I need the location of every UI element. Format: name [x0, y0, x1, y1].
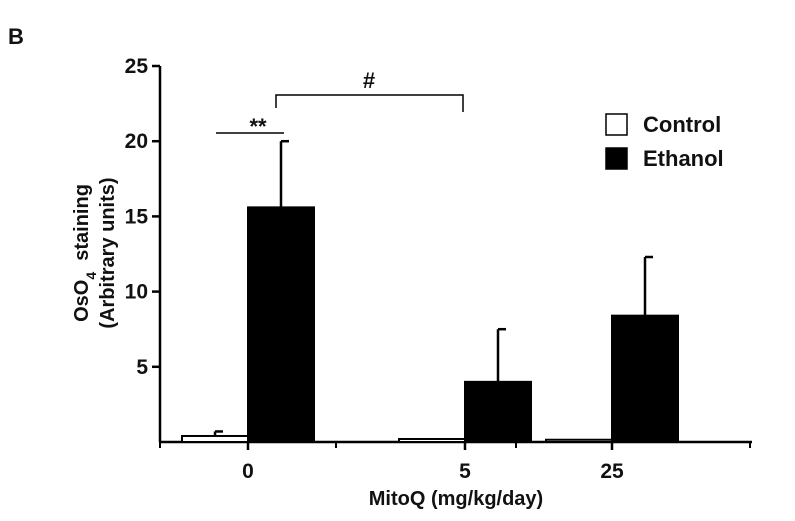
- x-axis-title: MitoQ (mg/kg/day): [369, 488, 543, 510]
- svg-text:OsO4 staining: OsO4 staining: [71, 184, 99, 322]
- bar-control-25: [545, 438, 613, 443]
- bar-control-0: [181, 434, 249, 444]
- legend: Control Ethanol: [605, 112, 724, 171]
- y-tick-label-15: 15: [125, 205, 149, 228]
- y-axis-title-prefix: OsO: [71, 280, 93, 322]
- legend-swatch-ethanol: [605, 147, 628, 170]
- legend-label-ethanol: Ethanol: [643, 146, 724, 171]
- panel-label: B: [8, 24, 24, 49]
- y-tick-label-5: 5: [136, 356, 148, 379]
- bars: [181, 206, 679, 444]
- y-axis-title-subscript: 4: [83, 272, 99, 280]
- x-tick-label-25: 25: [600, 460, 624, 483]
- legend-label-control: Control: [643, 112, 721, 137]
- significance-annotations: ** #: [216, 68, 464, 139]
- bar-control-5: [398, 437, 466, 444]
- y-tick-label-10: 10: [125, 281, 148, 304]
- y-axis-title-suffix: staining: [71, 184, 93, 272]
- bar-ethanol-25: [611, 314, 679, 443]
- significance-label-1: **: [249, 114, 267, 139]
- legend-swatch-control: [605, 113, 628, 136]
- y-axis-title-line2: (Arbitrary units): [97, 177, 119, 328]
- bar-ethanol-5: [464, 380, 532, 443]
- y-tick-label-20: 20: [125, 130, 148, 153]
- y-tick-label-25: 25: [125, 55, 149, 78]
- significance-bracket-2: [275, 94, 464, 112]
- bar-ethanol-0: [247, 206, 315, 443]
- significance-label-2: #: [363, 68, 375, 93]
- error-bars: [213, 139, 653, 436]
- y-axis-title: OsO4 staining (Arbitrary units): [71, 177, 119, 328]
- x-tick-label-0: 0: [242, 460, 254, 483]
- x-tick-label-5: 5: [459, 460, 471, 483]
